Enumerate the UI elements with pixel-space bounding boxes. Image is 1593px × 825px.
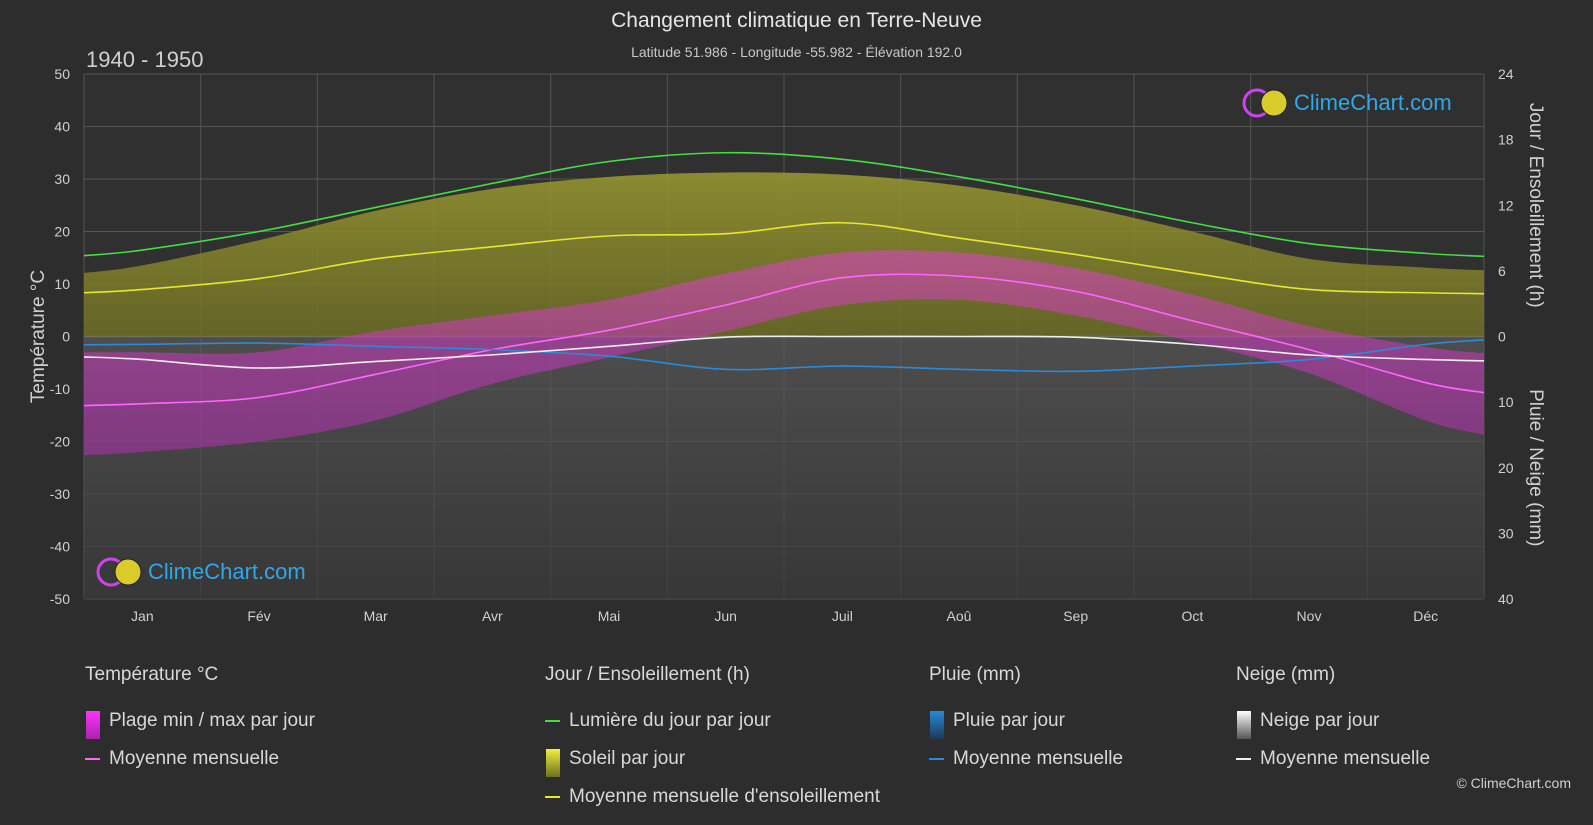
- climate-chart: 50 40 30 20 10 0 -10 -20 -30 -40 -50 24 18 12 6 0 10 20 30…: [28, 66, 1546, 624]
- x-tick-label: Jan: [131, 608, 154, 624]
- y-right-precip-axis-title: Pluie / Neige (mm): [1525, 389, 1546, 546]
- logo-bottom[interactable]: ClimeChart.com: [94, 555, 306, 589]
- x-tick-label: Déc: [1413, 608, 1438, 624]
- legend-label: Plage min / max par jour: [109, 710, 315, 731]
- magenta-gradient-box-icon: [86, 711, 100, 739]
- sunshine-mean-line: [83, 221, 1485, 295]
- x-tick-label: Mai: [598, 608, 621, 624]
- x-tick-label: Fév: [247, 608, 270, 624]
- legend-item[interactable]: Moyenne mensuelle: [85, 740, 315, 778]
- y-left-tick-label: 40: [54, 119, 70, 135]
- y-right-sun-tick-label: 24: [1498, 66, 1514, 82]
- y-left-axis-title: Température °C: [28, 270, 49, 403]
- y-right-sun-tick-label: 18: [1498, 132, 1514, 148]
- x-tick-label: Oct: [1181, 608, 1203, 624]
- y-right-precip-tick-label: 10: [1498, 394, 1514, 410]
- chart-title: Changement climatique en Terre-Neuve: [611, 9, 982, 32]
- logo-icon: [1242, 88, 1288, 118]
- y-left-tick-label: -40: [50, 539, 70, 555]
- y-left-tick-label: 20: [54, 224, 70, 240]
- legend-snow: Neige (mm) Neige par jour Moyenne mensue…: [1236, 664, 1430, 778]
- legend-temperature: Température °C Plage min / max par jour …: [85, 664, 315, 778]
- legend-label: Soleil par jour: [569, 748, 686, 769]
- white-line-icon: [1236, 758, 1251, 760]
- temperature-range-band: [84, 250, 1484, 456]
- x-tick-label: Mar: [364, 608, 388, 624]
- rain-mean-line: [83, 339, 1485, 373]
- y-left-tick-label: 10: [54, 276, 70, 292]
- snow-mean-line: [83, 335, 1485, 369]
- x-tick-label: Jun: [714, 608, 737, 624]
- x-tick-label: Nov: [1297, 608, 1322, 624]
- x-tick-label: Sep: [1063, 608, 1088, 624]
- legend-label: Neige par jour: [1260, 710, 1380, 731]
- legend-label: Moyenne mensuelle: [109, 748, 280, 769]
- y-left-tick-label: 50: [54, 66, 70, 82]
- y-left-tick-label: 30: [54, 171, 70, 187]
- x-tick-label: Avr: [482, 608, 503, 624]
- legend-item[interactable]: Moyenne mensuelle d'ensoleillement: [545, 778, 880, 816]
- white-gradient-box-icon: [1237, 711, 1251, 739]
- legend-heading: Température °C: [85, 664, 219, 685]
- daylight-line: [83, 151, 1485, 258]
- blue-gradient-box-icon: [930, 711, 944, 739]
- y-right-precip-tick-label: 20: [1498, 460, 1514, 476]
- blue-line-icon: [929, 758, 944, 760]
- y-right-precip-tick-label: 40: [1498, 591, 1514, 607]
- yellow-line-icon: [545, 796, 560, 798]
- y-left-tick-label: -10: [50, 381, 70, 397]
- logo-icon: [96, 557, 142, 587]
- period-label: 1940 - 1950: [86, 47, 204, 72]
- legend-sun: Jour / Ensoleillement (h) Lumière du jou…: [545, 664, 880, 816]
- chart-subtitle: Latitude 51.986 - Longitude -55.982 - Él…: [631, 44, 962, 60]
- legend-item[interactable]: Lumière du jour par jour: [545, 702, 880, 740]
- legend-label: Pluie par jour: [953, 710, 1065, 731]
- y-left-tick-label: -30: [50, 486, 70, 502]
- pink-line-icon: [85, 758, 100, 760]
- legend-label: Moyenne mensuelle d'ensoleillement: [569, 786, 880, 807]
- legend-item[interactable]: Moyenne mensuelle: [1236, 740, 1430, 778]
- x-tick-label: Aoû: [947, 608, 972, 624]
- legend-item[interactable]: Plage min / max par jour: [85, 702, 315, 740]
- logo-top[interactable]: ClimeChart.com: [1240, 86, 1452, 120]
- legend-item[interactable]: Soleil par jour: [545, 740, 880, 778]
- logo-text: ClimeChart.com: [1294, 90, 1452, 115]
- legend-heading: Jour / Ensoleillement (h): [545, 664, 750, 685]
- temperature-mean-line: [83, 273, 1485, 407]
- legend-label: Moyenne mensuelle: [1260, 748, 1431, 769]
- logo-text: ClimeChart.com: [148, 559, 306, 584]
- legend-item[interactable]: Pluie par jour: [929, 702, 1123, 740]
- yellow-gradient-box-icon: [546, 749, 560, 777]
- y-right-precip-tick-label: 30: [1498, 525, 1514, 541]
- x-tick-label: Juil: [832, 608, 853, 624]
- legend-item[interactable]: Neige par jour: [1236, 702, 1430, 740]
- legend-label: Lumière du jour par jour: [569, 710, 771, 731]
- y-right-sun-axis-title: Jour / Ensoleillement (h): [1525, 103, 1546, 308]
- y-left-tick-label: -50: [50, 591, 70, 607]
- legend-heading: Pluie (mm): [929, 664, 1021, 685]
- y-left-tick-label: 0: [62, 329, 70, 345]
- y-right-sun-tick-label: 6: [1498, 263, 1506, 279]
- legend-rain: Pluie (mm) Pluie par jour Moyenne mensue…: [929, 664, 1123, 778]
- legend-item[interactable]: Moyenne mensuelle: [929, 740, 1123, 778]
- legend-heading: Neige (mm): [1236, 664, 1336, 685]
- y-right-sun-tick-label: 12: [1498, 197, 1514, 213]
- green-line-icon: [545, 720, 560, 722]
- copyright: © ClimeChart.com: [1456, 775, 1571, 791]
- y-right-sun-tick-label: 0: [1498, 329, 1506, 345]
- y-left-tick-label: -20: [50, 434, 70, 450]
- legend-label: Moyenne mensuelle: [953, 748, 1124, 769]
